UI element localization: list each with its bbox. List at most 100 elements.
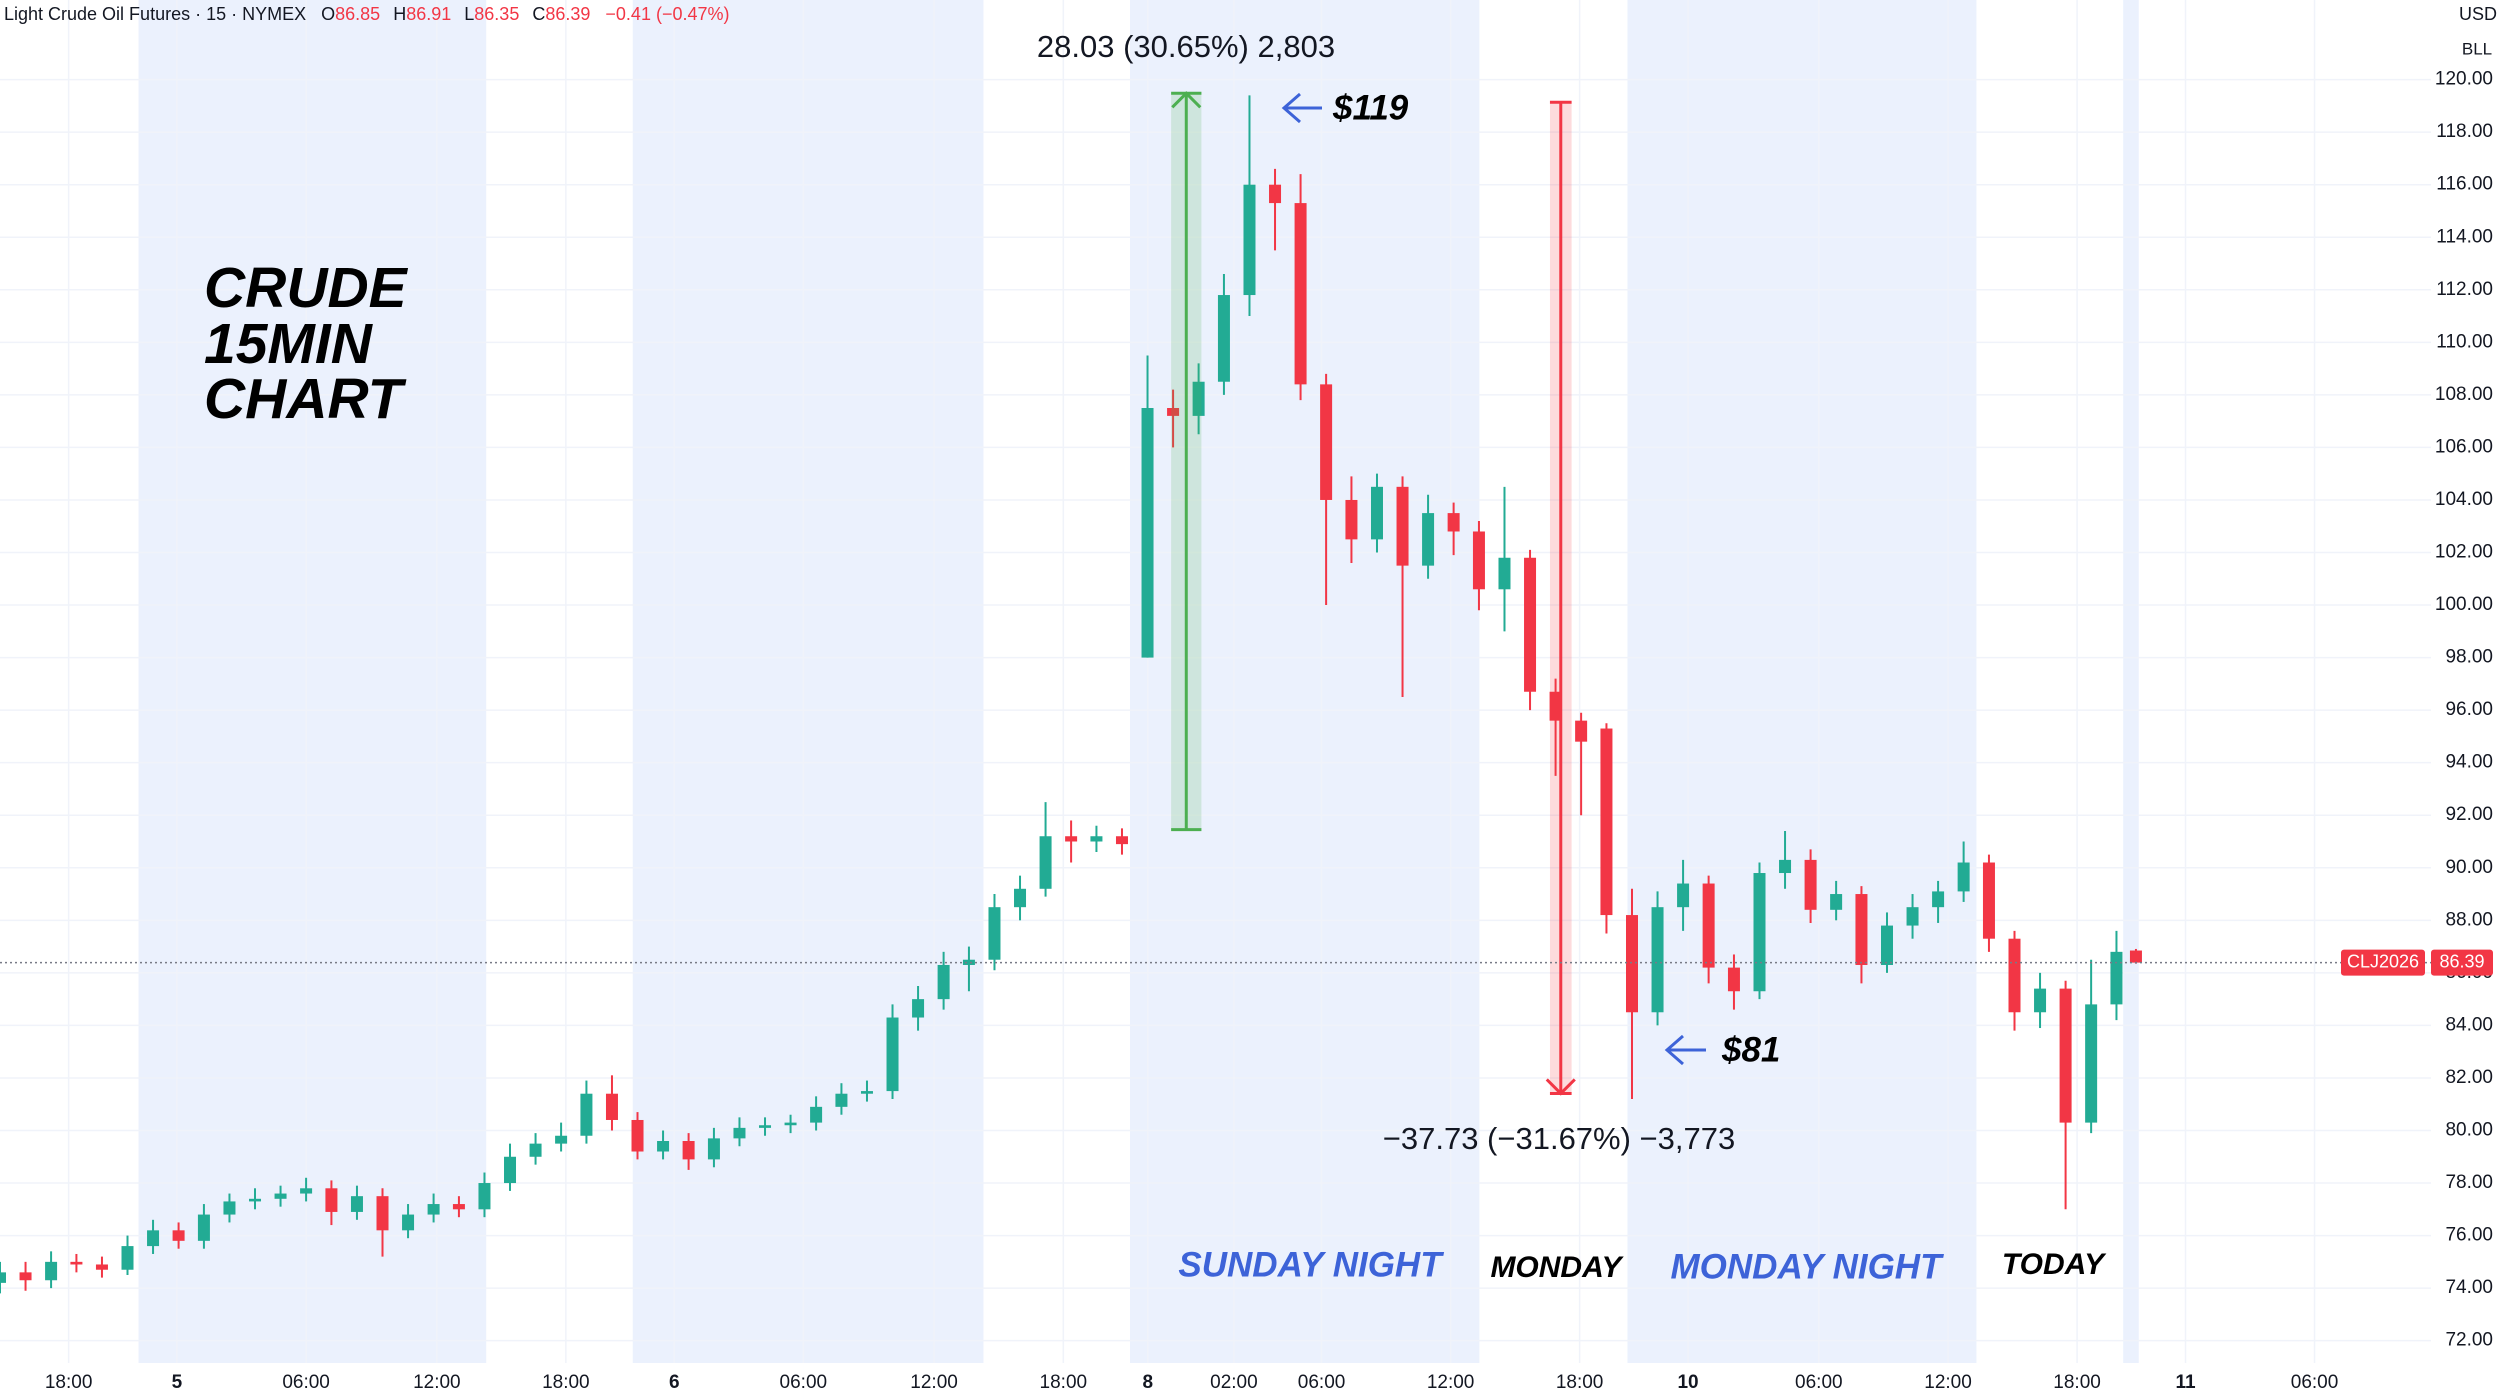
candle-body	[1727, 967, 1740, 992]
y-tick-label: 80.00	[2445, 1120, 2493, 1141]
ohlc-value: 86.91	[406, 4, 451, 24]
x-tick-label: 02:00	[1210, 1372, 1258, 1392]
candle-body	[1345, 499, 1358, 540]
ohlc-key: H	[393, 4, 406, 24]
candle-body	[1294, 203, 1307, 385]
candle-body	[1039, 836, 1052, 889]
candle-body	[1575, 720, 1588, 742]
ohlc-value: 86.85	[335, 4, 380, 24]
x-tick-label: 06:00	[780, 1372, 828, 1392]
annotation: SUNDAY NIGHT	[1178, 1245, 1444, 1284]
annotation: MONDAY	[1490, 1251, 1624, 1284]
candle-body	[1881, 925, 1894, 965]
y-tick-label: 114.00	[2436, 226, 2493, 247]
candle-body	[1753, 873, 1766, 992]
candle-body	[2034, 988, 2047, 1013]
x-tick-label: 10	[1677, 1372, 1698, 1392]
candle-body	[1906, 907, 1919, 926]
candle-body	[45, 1261, 58, 1281]
x-tick-label: 18:00	[542, 1372, 590, 1392]
candle-body	[2110, 951, 2123, 1005]
candle-body	[1447, 513, 1460, 532]
pointer-arrow	[1281, 92, 1322, 124]
candle-body	[300, 1188, 313, 1194]
candle-body	[529, 1143, 542, 1157]
candle-body	[1167, 408, 1180, 416]
candle-body	[784, 1122, 797, 1126]
marks-layer	[0, 95, 2142, 1294]
candle-body	[1779, 859, 1792, 874]
overlay-layer	[0, 91, 2431, 1096]
candle-body	[1370, 486, 1383, 540]
background-layer	[138, 0, 2139, 1363]
y-tick-label: 108.00	[2435, 384, 2493, 405]
candle-body	[1932, 891, 1945, 908]
candle-body	[350, 1196, 363, 1212]
y-tick-label: 82.00	[2445, 1067, 2493, 1088]
y-tick-label: 104.00	[2435, 489, 2493, 510]
candle-body	[1549, 691, 1562, 721]
measure-label: 28.03 (30.65%) 2,803	[1037, 29, 1335, 64]
candle-body	[2008, 938, 2021, 1013]
candle-body	[1498, 557, 1511, 590]
candle-body	[249, 1198, 262, 1202]
candle-body	[835, 1093, 848, 1107]
candle-body	[504, 1156, 517, 1184]
annotation: TODAY	[2002, 1248, 2107, 1281]
annotation: 15MIN	[204, 312, 374, 376]
x-tick-label: 06:00	[282, 1372, 330, 1392]
candle-body	[2129, 950, 2142, 963]
candle-body	[657, 1141, 670, 1152]
x-tick-label: 12:00	[910, 1372, 958, 1392]
x-tick-label: 8	[1142, 1372, 1153, 1392]
candle-body	[1600, 728, 1613, 916]
ohlc-value: 86.35	[474, 4, 519, 24]
candle-body	[478, 1183, 491, 1210]
candle-body	[1677, 883, 1690, 908]
x-tick-label: 12:00	[1924, 1372, 1972, 1392]
candle-body	[1065, 836, 1078, 842]
session-band	[2123, 0, 2139, 1363]
annotation: $81	[1721, 1030, 1780, 1069]
annotation: CRUDE	[204, 256, 409, 320]
candle-body	[1625, 915, 1638, 1013]
candle-body	[1957, 862, 1970, 892]
candle-body	[1320, 384, 1333, 500]
annotation: MONDAY NIGHT	[1671, 1247, 1945, 1286]
y-tick-label: 112.00	[2436, 279, 2493, 300]
candle-body	[988, 907, 1001, 960]
annotation: $119	[1332, 88, 1409, 127]
x-tick-label: 18:00	[45, 1372, 93, 1392]
session-band	[632, 0, 984, 1363]
change: −0.41 (−0.47%)	[605, 4, 729, 24]
candle-body	[19, 1272, 32, 1281]
x-tick-label: 6	[669, 1372, 680, 1392]
y-tick-label: 100.00	[2435, 594, 2493, 615]
candle-body	[810, 1106, 823, 1123]
candle-body	[274, 1193, 287, 1199]
candle-body	[759, 1125, 772, 1128]
candle-body	[1014, 888, 1027, 908]
candle-body	[707, 1138, 720, 1160]
candle-body	[886, 1017, 899, 1092]
candle-body	[2085, 1004, 2098, 1123]
y-tick-label: 120.00	[2435, 69, 2493, 90]
candle-body	[452, 1204, 465, 1210]
measure-arrowhead	[1171, 91, 1202, 109]
last-price-box	[2431, 949, 2493, 976]
y-tick-label: 96.00	[2445, 699, 2493, 720]
ohlc-key: L	[464, 4, 474, 24]
candle-body	[172, 1230, 185, 1241]
currency: USD	[2459, 4, 2497, 24]
candle-body	[1855, 894, 1868, 965]
y-tick-label: 84.00	[2445, 1014, 2493, 1035]
candle-body	[1524, 557, 1537, 692]
x-tick-label: 18:00	[2053, 1372, 2101, 1392]
annotation: CHART	[204, 367, 407, 431]
candle-body	[223, 1201, 236, 1215]
x-tick-label: 18:00	[1040, 1372, 1088, 1392]
candle-body	[1269, 184, 1282, 204]
candle-body	[912, 999, 925, 1018]
x-tick-label: 18:00	[1556, 1372, 1604, 1392]
x-tick-label: 12:00	[413, 1372, 461, 1392]
